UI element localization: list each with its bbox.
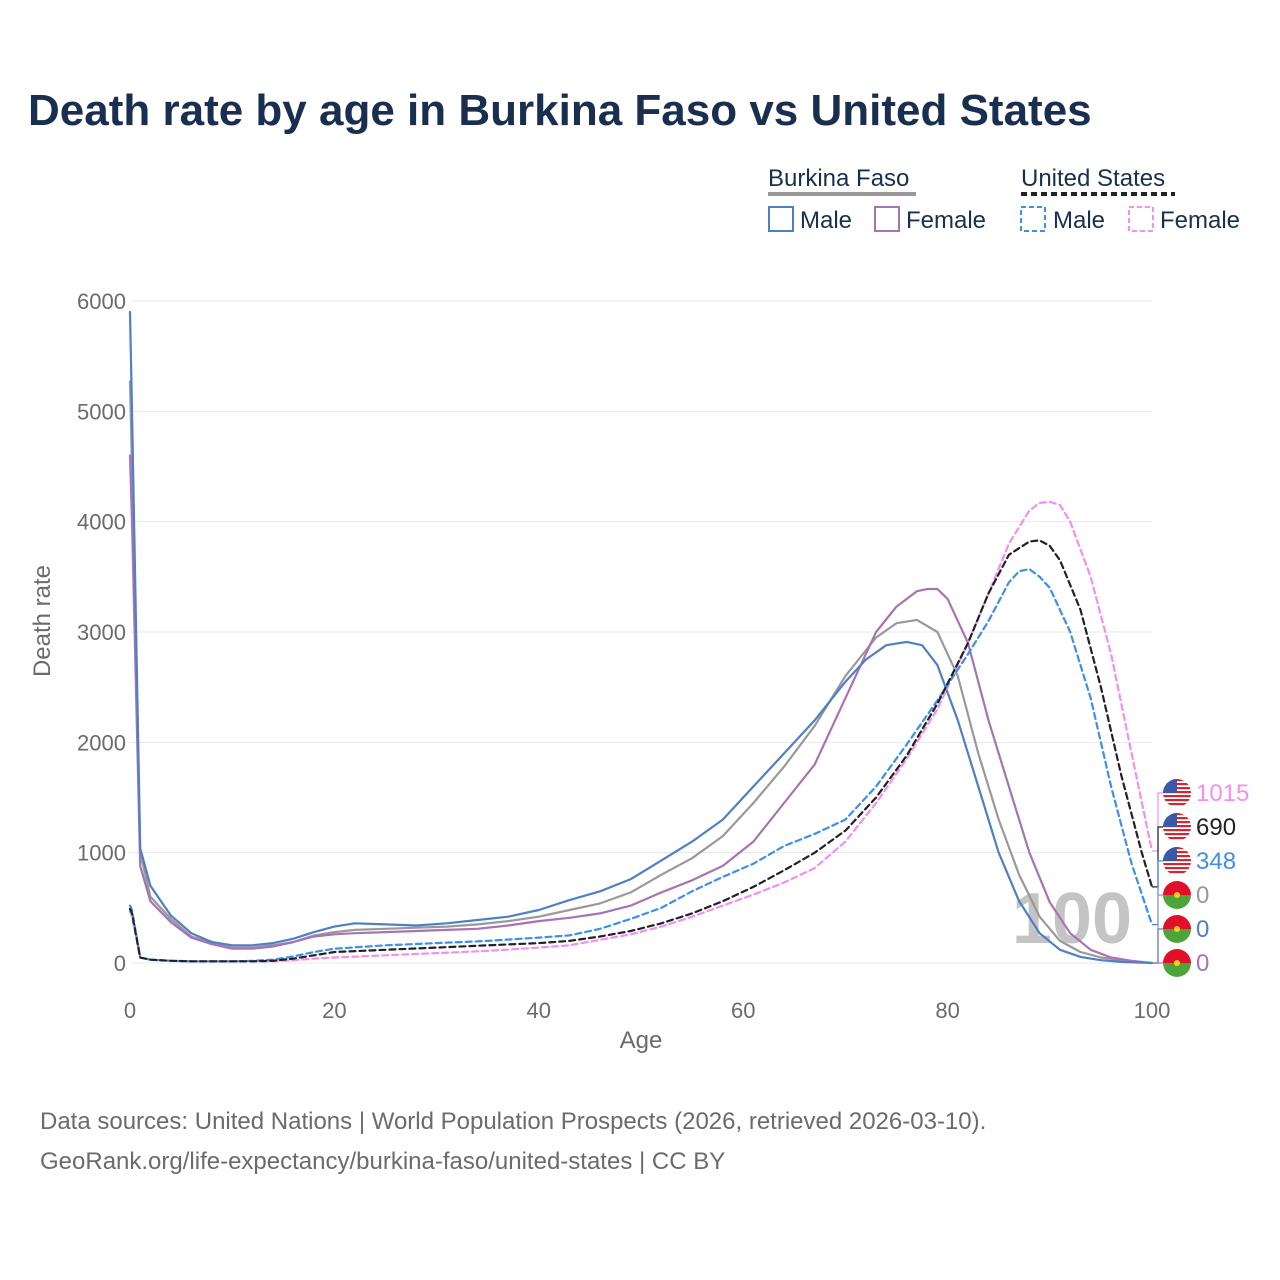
sources-text: Data sources: United Nations | World Pop… — [40, 1108, 986, 1136]
end-marker-connector — [1152, 929, 1163, 963]
us-flag-icon — [1163, 813, 1191, 841]
line-chart: Burkina Faso Male Female United States M… — [0, 0, 1280, 1280]
series-line-bf-total[interactable] — [130, 382, 1152, 964]
y-tick-label: 2000 — [77, 730, 126, 755]
legend: Burkina Faso Male Female United States M… — [768, 165, 1240, 234]
legend-label-bf-female: Female — [906, 207, 986, 234]
sources-link[interactable]: GeoRank.org/life-expectancy/burkina-faso… — [40, 1148, 725, 1176]
legend-label-us-male: Male — [1053, 207, 1105, 234]
end-value-label: 348 — [1196, 848, 1236, 875]
legend-group-burkina-faso: Burkina Faso — [768, 165, 909, 192]
legend-label-us-female: Female — [1160, 207, 1240, 234]
end-value-label: 0 — [1196, 950, 1209, 977]
burkina-faso-flag-icon — [1163, 915, 1191, 943]
series-layer — [130, 312, 1152, 963]
y-axis: 0 1000 2000 3000 4000 5000 6000 — [77, 289, 126, 976]
end-value-label: 0 — [1196, 882, 1209, 909]
end-value-label: 1015 — [1196, 780, 1249, 807]
x-tick-label: 40 — [527, 998, 551, 1023]
x-tick-label: 100 — [1134, 998, 1171, 1023]
x-tick-label: 20 — [322, 998, 346, 1023]
y-tick-label: 4000 — [77, 510, 126, 535]
burkina-faso-flag-icon — [1163, 949, 1191, 977]
series-line-us-male[interactable] — [130, 569, 1152, 961]
series-line-us-female[interactable] — [130, 502, 1152, 962]
legend-swatch-bf-female[interactable] — [875, 207, 899, 231]
y-tick-label: 0 — [114, 951, 126, 976]
us-flag-icon — [1163, 779, 1191, 807]
us-flag-icon — [1163, 847, 1191, 875]
x-tick-label: 60 — [731, 998, 755, 1023]
y-axis-label: Death rate — [29, 565, 56, 677]
series-line-bf-male[interactable] — [130, 312, 1152, 963]
legend-group-united-states: United States — [1021, 165, 1165, 192]
x-axis-label: Age — [620, 1027, 663, 1054]
x-axis: 0 20 40 60 80 100 — [124, 998, 1170, 1023]
end-markers: 1015 690 348 0 0 0 — [1152, 779, 1249, 977]
x-tick-label: 80 — [935, 998, 959, 1023]
legend-swatch-bf-male[interactable] — [769, 207, 793, 231]
legend-label-bf-male: Male — [800, 207, 852, 234]
grid — [130, 301, 1152, 963]
end-value-label: 0 — [1196, 916, 1209, 943]
y-tick-label: 1000 — [77, 841, 126, 866]
y-tick-label: 5000 — [77, 399, 126, 424]
end-value-label: 690 — [1196, 814, 1236, 841]
legend-swatch-us-male[interactable] — [1021, 207, 1045, 231]
burkina-faso-flag-icon — [1163, 881, 1191, 909]
y-tick-label: 3000 — [77, 620, 126, 645]
x-tick-label: 0 — [124, 998, 136, 1023]
legend-swatch-us-female[interactable] — [1129, 207, 1153, 231]
y-tick-label: 6000 — [77, 289, 126, 314]
